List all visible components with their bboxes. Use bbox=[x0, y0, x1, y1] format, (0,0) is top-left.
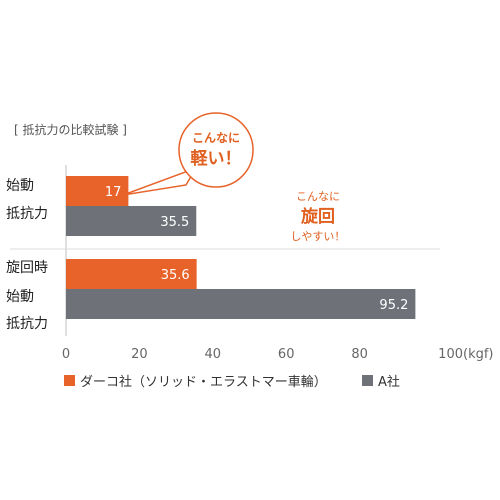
x-tick-label: 20 bbox=[131, 347, 148, 362]
turning-text-line1: こんなに bbox=[296, 190, 340, 203]
x-tick-label: 0 bbox=[62, 347, 70, 362]
x-tick-label: 40 bbox=[205, 347, 222, 362]
legend-label-a-company: A社 bbox=[378, 374, 400, 390]
bars-layer bbox=[66, 176, 416, 319]
turning-text-line2: 旋回 bbox=[300, 206, 335, 227]
category-label-line: 抵抗力 bbox=[6, 206, 48, 222]
category-label-line: 始動 bbox=[6, 289, 34, 305]
chart-title: [ 抵抗力の比較試験 ] bbox=[14, 122, 127, 137]
x-tick-label: 60 bbox=[278, 347, 295, 362]
turning-text-line3: しやすい！ bbox=[291, 230, 346, 243]
bar-darco-0 bbox=[66, 176, 129, 206]
legend-swatch-a-company bbox=[362, 375, 373, 386]
bar-value-label: 35.6 bbox=[161, 268, 190, 283]
bar-a-company-1 bbox=[66, 289, 416, 319]
x-axis-unit: (kgf) bbox=[463, 347, 494, 362]
category-label-line: 始動 bbox=[6, 178, 34, 194]
bar-value-label: 17 bbox=[105, 185, 122, 200]
x-tick-label: 80 bbox=[351, 347, 368, 362]
category-label-line: 抵抗力 bbox=[6, 316, 48, 332]
bar-a-company-0 bbox=[66, 206, 197, 236]
turning-annotation: こんなに 旋回 しやすい！ bbox=[291, 190, 346, 243]
category-label-line: 旋回時 bbox=[6, 260, 48, 276]
bar-value-label: 95.2 bbox=[379, 298, 408, 313]
legend: ダーコ社（ソリッド・エラストマー車輪） A社 bbox=[64, 374, 400, 390]
bubble-text-line2: 軽い！ bbox=[191, 148, 242, 169]
bar-value-label: 35.5 bbox=[160, 215, 189, 230]
bar-darco-1 bbox=[66, 259, 197, 289]
light-annotation-bubble: こんなに 軽い！ bbox=[122, 112, 254, 196]
x-tick-label: 100 bbox=[438, 347, 463, 362]
legend-label-darco: ダーコ社（ソリッド・エラストマー車輪） bbox=[80, 374, 327, 390]
legend-swatch-darco bbox=[64, 375, 75, 386]
bubble-circle bbox=[178, 112, 254, 188]
bubble-tail bbox=[122, 166, 198, 196]
x-axis-ticks: 0 20 40 60 80 100 bbox=[62, 347, 463, 362]
value-labels-layer: 17 35.5 35.6 95.2 bbox=[105, 185, 409, 313]
bubble-text-line1: こんなに bbox=[192, 131, 240, 145]
